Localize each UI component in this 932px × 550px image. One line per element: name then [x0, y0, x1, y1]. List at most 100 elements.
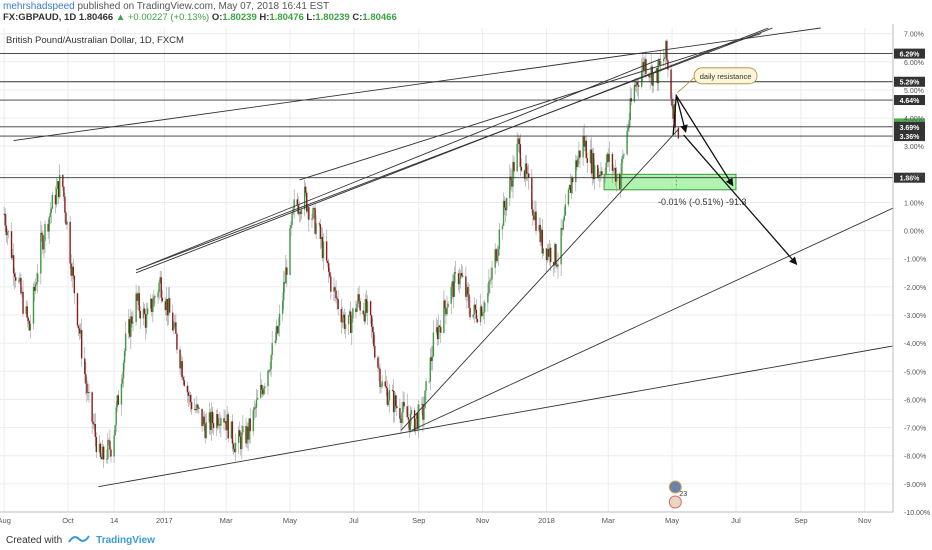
candle-body — [194, 409, 196, 410]
candle-body — [469, 307, 471, 318]
candle-body — [98, 443, 101, 453]
candle-body — [502, 200, 505, 226]
candle-body — [42, 234, 44, 250]
candle-body — [459, 273, 462, 279]
trendline — [135, 27, 769, 274]
candle-body — [664, 57, 666, 59]
candle-body — [232, 443, 235, 449]
candle-body — [576, 160, 578, 167]
candle-body — [239, 430, 241, 437]
candle-body — [546, 248, 549, 261]
candle-body — [374, 345, 376, 358]
candle-body — [11, 255, 14, 259]
candle-body — [519, 144, 522, 167]
candle-body — [365, 299, 368, 313]
candle-body — [457, 273, 460, 285]
candle-body — [525, 163, 528, 174]
x-tick-label: Aug — [0, 516, 11, 525]
x-tick-label: Oct — [62, 516, 75, 525]
candle-body — [446, 307, 448, 315]
candle-body — [209, 412, 212, 430]
candle-body — [35, 282, 38, 285]
author-link[interactable]: mehrshadspeed — [3, 1, 75, 12]
candle-body — [318, 223, 321, 225]
candle-body — [651, 66, 653, 86]
candle-body — [586, 158, 589, 163]
candle-body — [220, 418, 222, 426]
candle-body — [658, 60, 661, 65]
candle-body — [242, 426, 244, 433]
candle-body — [291, 213, 293, 226]
tradingview-brand[interactable]: TradingView — [96, 534, 155, 546]
candle-body — [157, 292, 159, 298]
candle-body — [611, 153, 614, 171]
candle-body — [167, 298, 170, 316]
candle-body — [245, 426, 247, 444]
level-label-box — [894, 95, 925, 106]
candle-body — [21, 291, 23, 294]
candle-body — [93, 423, 95, 425]
candle-body — [10, 231, 13, 259]
candle-body — [25, 306, 27, 314]
candle-body — [3, 213, 5, 215]
candle-body — [505, 198, 508, 211]
candle-body — [292, 208, 294, 214]
candle-body — [153, 296, 155, 307]
candle-body — [401, 412, 403, 423]
candle-body — [204, 424, 206, 439]
candle-body — [325, 241, 328, 261]
candle-body — [164, 301, 167, 311]
candle-body — [533, 215, 535, 220]
candle-body — [142, 308, 145, 319]
candle-body — [465, 276, 467, 297]
candle-body — [342, 314, 345, 318]
candle-body — [578, 150, 580, 159]
target-zone — [603, 173, 737, 191]
candle-body — [356, 304, 358, 312]
candle-body — [13, 273, 16, 278]
candle-body — [556, 264, 558, 267]
candle-body — [425, 381, 427, 391]
candle-body — [554, 244, 556, 266]
candle-body — [240, 436, 242, 450]
candle-body — [421, 403, 423, 405]
candle-body — [553, 262, 555, 266]
candle-body — [399, 408, 401, 419]
y-axis: 7.00% 6.00% 5.00% 4.00% 3.00% 2.00% 1.00% 0.00%… — [892, 24, 930, 517]
candle-body — [482, 311, 485, 313]
candle-body — [351, 318, 353, 333]
candle-body — [197, 404, 199, 408]
candle-body — [473, 304, 475, 315]
candle-body — [484, 302, 486, 312]
candle-body — [542, 248, 545, 254]
candle-body — [644, 59, 646, 71]
price-chart[interactable]: 6.29%5.29%4.64%3.81%3.69%3.36%1.88% Brit… — [0, 24, 932, 530]
change-value: ▲ +0.00227 (+0.13%) — [115, 12, 210, 23]
candle-body — [670, 69, 672, 99]
close-label: C: — [352, 12, 363, 23]
candle-body — [341, 317, 344, 323]
candle-body — [453, 272, 456, 297]
candle-body — [498, 229, 501, 249]
candle-body — [671, 98, 673, 106]
horizontal-levels: 6.29%5.29%4.64%3.81%3.69%3.36%1.88% — [0, 48, 925, 183]
candle-body — [612, 169, 615, 171]
candle-body — [538, 224, 540, 231]
candle-body — [555, 244, 557, 265]
candle-body — [490, 279, 492, 281]
candle-body — [26, 306, 28, 318]
candle-body — [32, 286, 35, 324]
candle-body — [256, 397, 259, 400]
candle-body — [66, 221, 68, 225]
daily-resistance-callout[interactable]: daily resistance — [677, 67, 758, 94]
candle-body — [650, 66, 652, 78]
candle-body — [210, 411, 213, 430]
candle-body — [428, 381, 430, 383]
candle-body — [223, 418, 225, 423]
candle-body — [627, 127, 629, 131]
candle-body — [548, 247, 551, 257]
candle-body — [562, 220, 564, 230]
candle-body — [395, 395, 397, 407]
measure-label: -0.01% (-0.51%) -91.3 — [658, 197, 747, 207]
